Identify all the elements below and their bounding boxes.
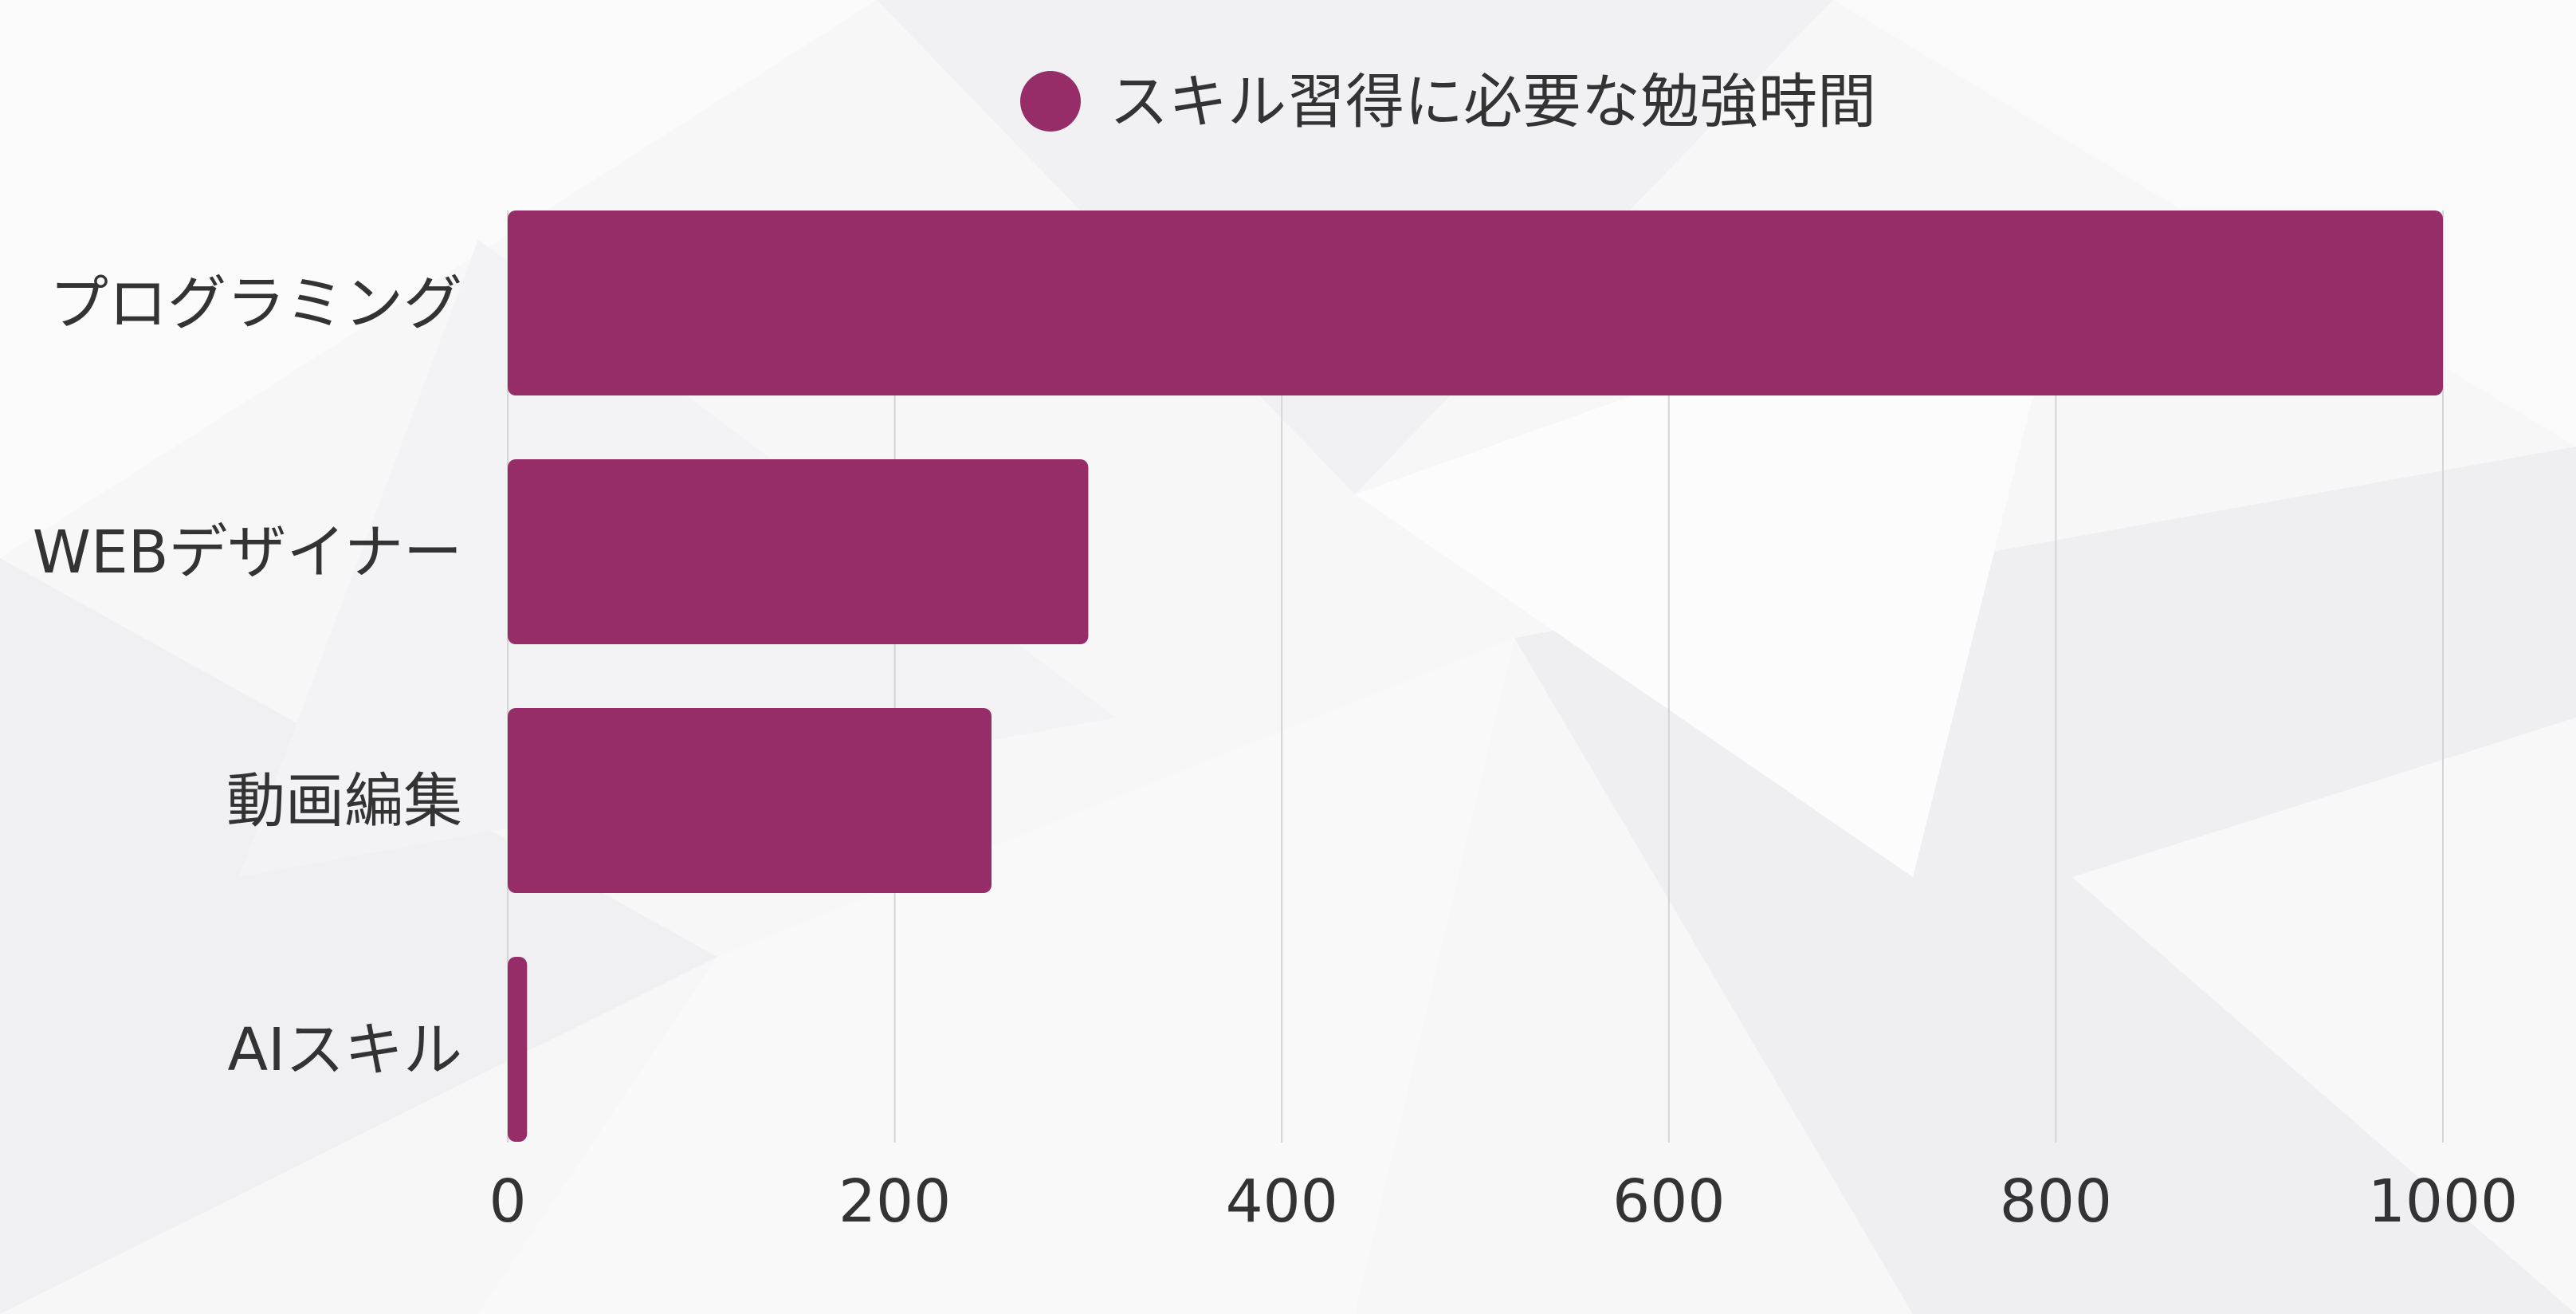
category-label-0: プログラミング <box>49 269 462 338</box>
x-tick-label-0: 0 <box>489 1167 526 1236</box>
bar-2 <box>508 708 992 893</box>
bar-0 <box>508 210 2443 395</box>
bars <box>508 210 2443 1142</box>
x-tick-label-800: 800 <box>2000 1167 2112 1236</box>
legend-label: スキル習得に必要な勉強時間 <box>1109 68 1876 136</box>
x-tick-label-200: 200 <box>838 1167 951 1236</box>
bar-3 <box>508 957 528 1142</box>
x-tick-label-400: 400 <box>1226 1167 1338 1236</box>
category-label-1: WEBデザイナー <box>33 518 462 587</box>
x-axis-tick-labels: 0 200 400 600 800 1000 <box>489 1167 2518 1236</box>
legend: スキル習得に必要な勉強時間 <box>1020 68 1876 136</box>
legend-swatch <box>1020 71 1081 132</box>
bar-1 <box>508 459 1089 644</box>
category-label-3: AIスキル <box>228 1016 462 1084</box>
x-tick-label-600: 600 <box>1612 1167 1725 1236</box>
category-label-2: 動画編集 <box>226 767 462 836</box>
x-tick-label-1000: 1000 <box>2368 1167 2518 1236</box>
